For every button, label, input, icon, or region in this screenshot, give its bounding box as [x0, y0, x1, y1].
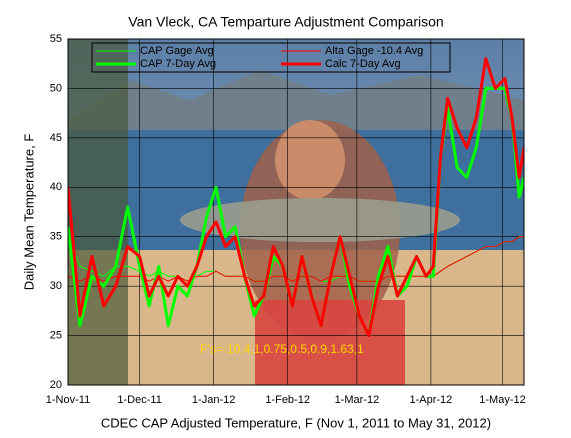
- x-tick-label: 1-Feb-12: [265, 394, 310, 406]
- x-tick-label: 1-Nov-11: [46, 394, 90, 406]
- y-tick-label: 45: [50, 132, 62, 144]
- x-tick-label: 1-Apr-12: [409, 394, 452, 406]
- x-tick-label: 1-Dec-11: [117, 394, 161, 406]
- x-tick-label: 1-Mar-12: [335, 394, 380, 406]
- x-tick-label: 1-Jan-12: [192, 394, 235, 406]
- x-axis-label: CDEC CAP Adjusted Temperature, F (Nov 1,…: [101, 415, 491, 430]
- photo-background: [68, 39, 524, 385]
- y-tick-label: 50: [50, 82, 62, 94]
- series-line: [68, 57, 524, 338]
- y-tick-label: 55: [50, 33, 62, 45]
- x-tick-label: 1-May-12: [479, 394, 525, 406]
- legend: CAP Gage Avg Alta Gage -10.4 Avg CAP 7-Day…: [91, 42, 451, 73]
- legend-box: [91, 42, 451, 73]
- y-axis-label: Daily Mean Temperature, F: [21, 134, 36, 291]
- y-tick-label: 25: [50, 329, 62, 341]
- legend-label: Calc 7-Day Avg: [325, 58, 401, 70]
- annotation: F's=-10.4,1,0.75,0.5,0.9,1.63,1: [200, 342, 364, 356]
- plot-frame: [67, 38, 525, 386]
- y-tick-label: 20: [50, 379, 62, 391]
- legend-label: CAP 7-Day Avg: [140, 58, 216, 70]
- y-tick-label: 35: [50, 231, 62, 243]
- legend-label: Alta Gage -10.4 Avg: [325, 45, 423, 57]
- y-tick-label: 30: [50, 280, 62, 292]
- y-tick-label: 40: [50, 181, 62, 193]
- legend-label: CAP Gage Avg: [140, 45, 214, 57]
- chart-title: Van Vleck, CA Temparture Adjustment Comp…: [128, 14, 443, 30]
